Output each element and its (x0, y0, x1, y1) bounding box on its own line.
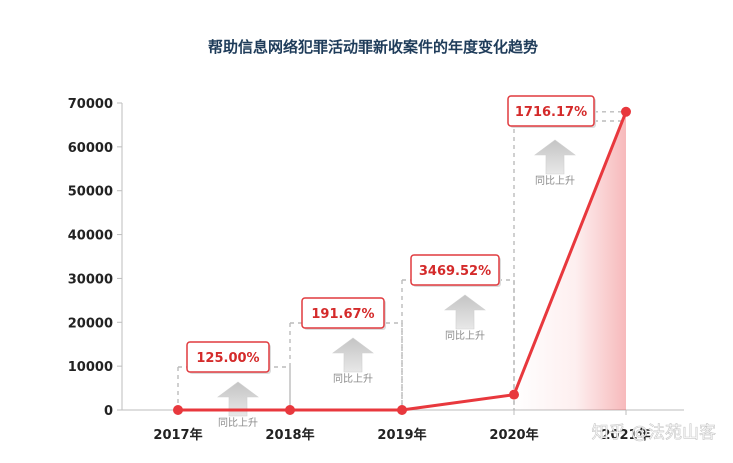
y-tick-label: 60000 (68, 141, 113, 156)
growth-label-box (186, 341, 270, 373)
yoy-note: 同比上升 (333, 373, 373, 385)
up-arrow-icon (534, 139, 576, 175)
yoy-note: 同比上升 (218, 417, 258, 429)
x-tick-label: 2019年 (377, 427, 426, 443)
x-tick-label: 2017年 (153, 427, 202, 443)
y-tick-label: 40000 (68, 229, 113, 244)
y-tick-label: 20000 (68, 316, 113, 331)
growth-label-text: 3469.52% (419, 264, 491, 279)
series-line-layer (173, 106, 631, 415)
x-tick-label: 2020年 (489, 427, 538, 443)
data-point (285, 405, 295, 415)
watermark: 知乎 @法苑山客 (592, 423, 716, 443)
up-arrow-icon (332, 337, 374, 373)
data-point (621, 106, 631, 117)
chart-title: 帮助信息网络犯罪活动罪新收案件的年度变化趋势 (208, 38, 538, 56)
x-tick-label: 2018年 (265, 427, 314, 443)
growth-label-box (410, 254, 500, 286)
data-point (173, 405, 183, 415)
growth-label-box (507, 95, 595, 127)
data-point (397, 405, 407, 415)
growth-label-box (301, 297, 385, 329)
growth-label-text: 191.67% (311, 307, 374, 322)
growth-annotation: 3469.52% 同比上升 (401, 254, 515, 410)
growth-label-text: 1716.17% (515, 105, 587, 120)
data-point (509, 389, 519, 400)
growth-annotation: 191.67% 同比上升 (289, 297, 403, 410)
yoy-note: 同比上升 (445, 330, 485, 342)
y-tick-label: 10000 (68, 360, 113, 375)
y-tick-label: 70000 (68, 97, 113, 112)
growth-annotations: 125.00%同比上升191.67%同比上升3469.52%同比上升1716.1… (177, 95, 626, 429)
yoy-note: 同比上升 (535, 175, 575, 187)
up-arrow-icon (217, 381, 259, 417)
up-arrow-icon (444, 294, 486, 330)
growth-annotation: 125.00% 同比上升 (177, 341, 291, 429)
growth-annotation: 1716.17% 同比上升 (507, 95, 626, 410)
growth-label-text: 125.00% (196, 351, 259, 366)
x-tick-label: 2021年 (601, 427, 650, 443)
x-axis: 2017年 2018年 2019年 2020年 2021年 (122, 409, 684, 443)
y-axis: 0 10000 20000 30000 40000 50000 60000 70000 (68, 97, 123, 419)
y-tick-label: 30000 (68, 272, 113, 287)
y-tick-label: 0 (104, 404, 113, 419)
y-tick-label: 50000 (68, 185, 113, 200)
